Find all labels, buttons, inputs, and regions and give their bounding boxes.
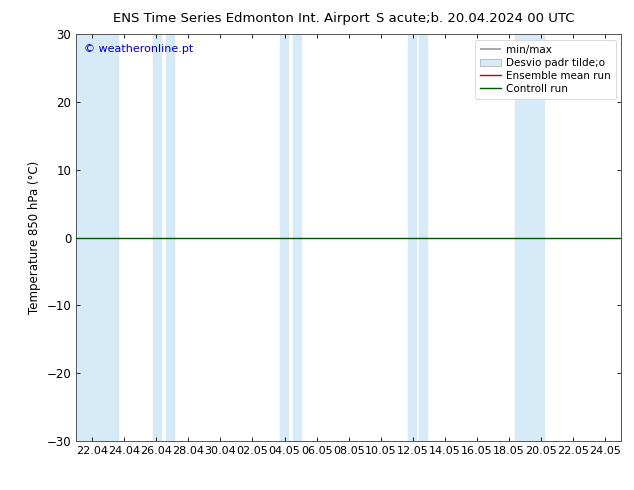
- Text: © weatheronline.pt: © weatheronline.pt: [84, 45, 193, 54]
- Bar: [292, 34, 301, 441]
- Bar: [408, 34, 416, 441]
- Legend: min/max, Desvio padr tilde;o, Ensemble mean run, Controll run: min/max, Desvio padr tilde;o, Ensemble m…: [475, 40, 616, 99]
- Bar: [419, 34, 427, 441]
- Bar: [280, 34, 288, 441]
- Bar: [166, 34, 174, 441]
- Text: S acute;b. 20.04.2024 00 UTC: S acute;b. 20.04.2024 00 UTC: [376, 12, 575, 25]
- Y-axis label: Temperature 850 hPa (°C): Temperature 850 hPa (°C): [28, 161, 41, 314]
- Bar: [153, 34, 161, 441]
- Bar: [515, 34, 545, 441]
- Bar: [76, 34, 118, 441]
- Text: ENS Time Series Edmonton Int. Airport: ENS Time Series Edmonton Int. Airport: [113, 12, 369, 25]
